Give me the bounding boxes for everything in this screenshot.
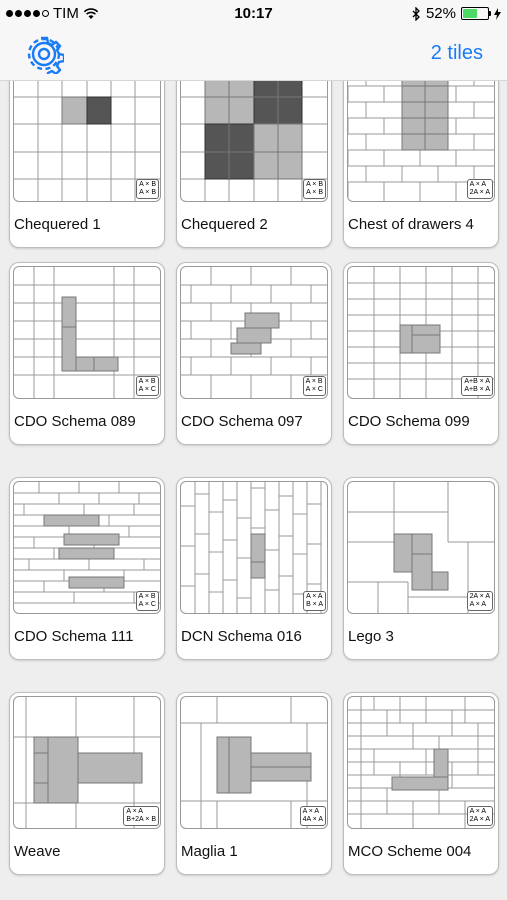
- card-title: Chequered 2: [181, 216, 268, 233]
- pattern-preview: [347, 696, 495, 829]
- pattern-preview: [180, 696, 328, 829]
- card-title: CDO Schema 097: [181, 413, 303, 430]
- pattern-card[interactable]: A × A B+2A × B Weave: [9, 692, 165, 875]
- tiles-count-button[interactable]: 2 tiles: [430, 42, 483, 64]
- card-title: Chest of drawers 4: [348, 216, 474, 233]
- card-title: CDO Schema 099: [348, 413, 470, 430]
- card-title: Maglia 1: [181, 843, 238, 860]
- battery-percent: 52%: [425, 5, 456, 22]
- wifi-icon: [83, 7, 98, 19]
- pattern-preview: [13, 481, 161, 614]
- bluetooth-icon: [412, 6, 420, 21]
- signal-icon: [6, 10, 49, 17]
- legend-badge: A × A B+2A × B: [123, 806, 159, 826]
- clock: 10:17: [234, 5, 273, 22]
- navigation-bar: 2 tiles: [0, 28, 507, 81]
- battery-icon: [461, 7, 491, 20]
- card-title: DCN Schema 016: [181, 628, 302, 645]
- card-title: Weave: [14, 843, 61, 860]
- pattern-card[interactable]: A × A 2A × A MCO Scheme 004: [343, 692, 499, 875]
- carrier-label: TIM: [53, 5, 79, 22]
- charging-icon: [494, 7, 501, 20]
- pattern-card[interactable]: A+B × A A+B × A CDO Schema 099: [343, 262, 499, 445]
- card-title: Chequered 1: [14, 216, 101, 233]
- card-title: CDO Schema 111: [14, 628, 134, 645]
- legend-badge: A × A 4A × A: [299, 806, 326, 826]
- legend-badge: A+B × A A+B × A: [461, 376, 493, 396]
- status-bar: TIM 10:17 52%: [0, 0, 507, 28]
- card-title: CDO Schema 089: [14, 413, 136, 430]
- pattern-preview: [13, 266, 161, 399]
- card-title: MCO Scheme 004: [348, 843, 472, 860]
- gear-icon[interactable]: [24, 34, 64, 74]
- pattern-preview: [13, 696, 161, 829]
- legend-badge: A × A 2A × A: [466, 806, 493, 826]
- pattern-card[interactable]: A × A 2A × A Chest of drawers 4: [343, 81, 499, 248]
- pattern-card[interactable]: A × A 4A × A Maglia 1: [176, 692, 332, 875]
- card-title: Lego 3: [348, 628, 394, 645]
- legend-badge: A × A 2A × A: [466, 179, 493, 199]
